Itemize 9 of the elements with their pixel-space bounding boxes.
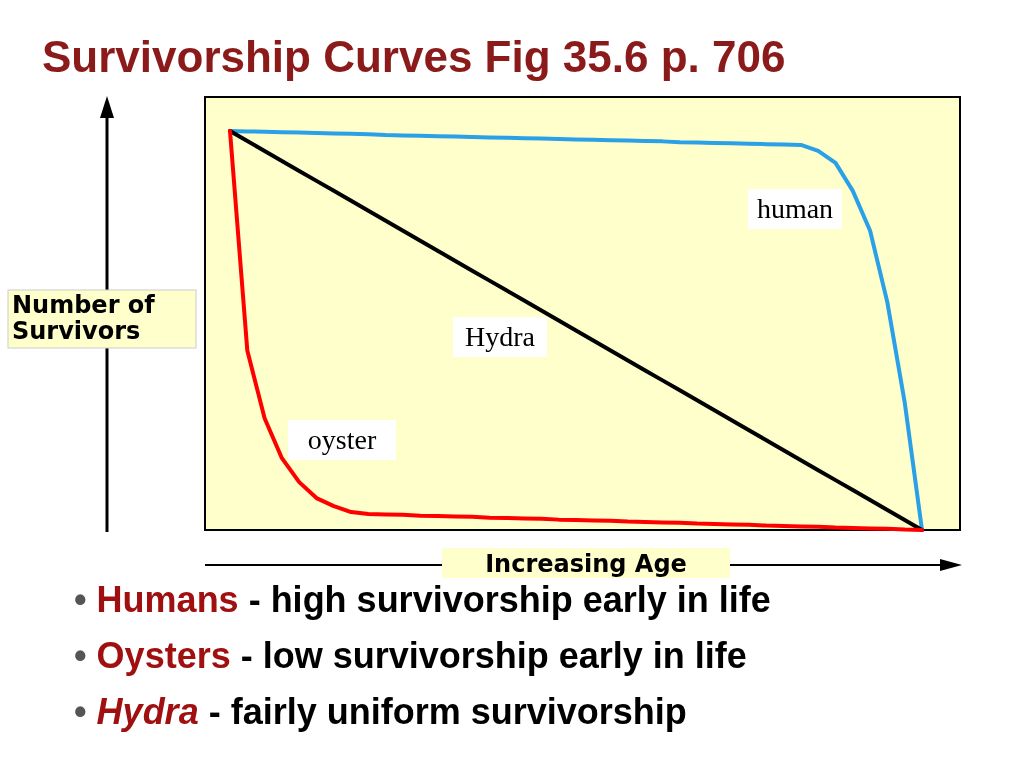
y-axis-title: Number of Survivors — [12, 291, 156, 345]
x-axis-title: Increasing Age — [485, 550, 687, 578]
series-label: human — [756, 193, 834, 224]
text: • Hydra - fairly uniform survivorship — [74, 691, 687, 732]
series-label: Hydra — [465, 321, 536, 352]
text: • Oysters - low survivorship early in life — [74, 635, 747, 676]
series-label: oyster — [307, 424, 377, 455]
text: • Humans - high survivorship early in life — [74, 579, 771, 620]
chart-title: Survivorship Curves Fig 35.6 p. 706 — [42, 32, 786, 81]
